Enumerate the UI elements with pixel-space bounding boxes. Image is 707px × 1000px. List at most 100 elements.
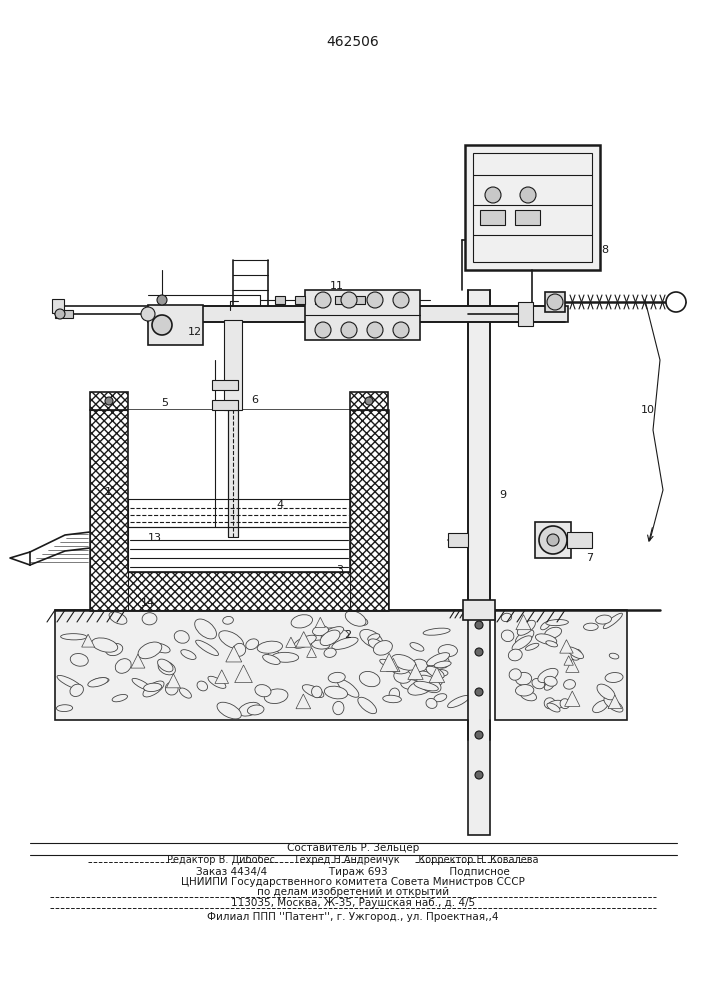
Ellipse shape (314, 628, 339, 644)
Polygon shape (564, 656, 573, 665)
Text: 5: 5 (161, 398, 168, 408)
Ellipse shape (429, 658, 440, 669)
Bar (212, 400, 238, 410)
Ellipse shape (603, 613, 622, 629)
Text: 3: 3 (337, 565, 344, 575)
Ellipse shape (196, 640, 218, 656)
Bar (90, 392, 128, 410)
Ellipse shape (359, 671, 380, 687)
Ellipse shape (426, 666, 444, 678)
Polygon shape (215, 670, 228, 683)
Ellipse shape (138, 642, 162, 659)
Polygon shape (560, 640, 573, 653)
Bar (90, 410, 388, 610)
Circle shape (157, 295, 167, 305)
Ellipse shape (109, 612, 127, 624)
Circle shape (55, 309, 65, 319)
Ellipse shape (520, 691, 537, 701)
Ellipse shape (515, 630, 534, 645)
Ellipse shape (394, 670, 411, 683)
Polygon shape (408, 664, 423, 679)
Bar (473, 153, 592, 262)
Ellipse shape (518, 620, 535, 635)
Text: Заказ 4434/4                   Тираж 693                   Подписное: Заказ 4434/4 Тираж 693 Подписное (196, 867, 510, 877)
Bar (148, 305, 203, 345)
Ellipse shape (423, 628, 450, 635)
Bar (128, 527, 350, 572)
Ellipse shape (541, 622, 550, 630)
Ellipse shape (508, 649, 522, 661)
Ellipse shape (414, 681, 438, 691)
Ellipse shape (408, 679, 435, 695)
Bar (55, 310, 73, 318)
Text: 8: 8 (602, 245, 609, 255)
Text: Редактор В. Дибобес      Техред Н.Андрейчук      Корректор Н. Ковалева: Редактор В. Дибобес Техред Н.Андрейчук К… (168, 855, 539, 865)
Polygon shape (166, 674, 180, 688)
Ellipse shape (501, 613, 512, 622)
Polygon shape (315, 617, 325, 627)
Ellipse shape (158, 659, 173, 672)
Ellipse shape (328, 672, 345, 683)
Ellipse shape (246, 639, 259, 650)
Polygon shape (131, 654, 145, 668)
Circle shape (475, 621, 483, 629)
Ellipse shape (501, 630, 514, 642)
Ellipse shape (571, 649, 581, 660)
Circle shape (485, 187, 501, 203)
Ellipse shape (389, 688, 399, 700)
Circle shape (365, 397, 373, 405)
Ellipse shape (532, 678, 544, 689)
Text: Филиал ППП ''Патент'', г. Ужгород., ул. Проектная,,4: Филиал ППП ''Патент'', г. Ужгород., ул. … (207, 912, 498, 922)
Circle shape (341, 292, 357, 308)
Text: ЦНИИПИ Государственного комитета Совета Министров СССР: ЦНИИПИ Государственного комитета Совета … (181, 877, 525, 887)
Bar (480, 210, 505, 225)
Circle shape (152, 315, 172, 335)
Text: по делам изобретений и открытий: по делам изобретений и открытий (257, 887, 449, 897)
Bar (545, 292, 565, 312)
Polygon shape (516, 615, 531, 630)
Text: 7: 7 (586, 553, 594, 563)
Ellipse shape (401, 680, 421, 690)
Text: 14: 14 (141, 598, 155, 608)
Bar (55, 610, 472, 720)
Bar (90, 410, 128, 610)
Bar (52, 299, 64, 313)
Bar (212, 380, 238, 390)
Text: 11: 11 (330, 281, 344, 291)
Ellipse shape (426, 698, 437, 708)
Ellipse shape (332, 637, 358, 649)
Ellipse shape (544, 676, 557, 686)
Bar (350, 410, 388, 610)
Ellipse shape (512, 636, 532, 650)
Ellipse shape (194, 619, 216, 639)
Ellipse shape (544, 627, 561, 638)
Ellipse shape (525, 643, 539, 650)
Ellipse shape (321, 627, 344, 640)
Bar (448, 533, 468, 547)
Ellipse shape (143, 681, 164, 697)
Circle shape (393, 322, 409, 338)
Ellipse shape (152, 643, 170, 653)
Ellipse shape (392, 654, 416, 670)
Ellipse shape (509, 669, 521, 680)
Ellipse shape (70, 684, 83, 697)
Ellipse shape (269, 649, 280, 663)
Ellipse shape (264, 689, 288, 704)
Bar (518, 302, 533, 326)
Bar (148, 306, 568, 322)
Bar (128, 410, 350, 572)
Ellipse shape (181, 650, 196, 659)
Polygon shape (296, 632, 312, 647)
Polygon shape (296, 694, 310, 709)
Ellipse shape (345, 611, 366, 626)
Ellipse shape (337, 679, 359, 697)
Bar (305, 290, 420, 340)
Bar (128, 499, 350, 527)
Ellipse shape (320, 630, 340, 646)
Ellipse shape (61, 634, 87, 640)
Ellipse shape (208, 676, 226, 688)
Text: 10: 10 (641, 405, 655, 415)
Polygon shape (235, 665, 252, 683)
Circle shape (105, 397, 113, 405)
Polygon shape (380, 653, 398, 671)
